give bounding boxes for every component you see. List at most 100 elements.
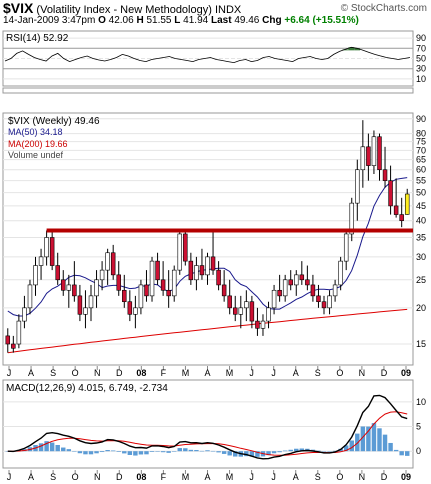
x-tick-label: J	[249, 368, 254, 378]
candle-body	[355, 169, 360, 204]
macd-histogram-bar	[49, 442, 55, 452]
candle-body	[310, 284, 316, 297]
macd-line	[7, 394, 408, 460]
macd-histogram-bar	[122, 451, 127, 454]
macd-histogram-bar	[171, 451, 177, 452]
volume-legend: Volume undef	[8, 150, 64, 160]
candle-body	[105, 252, 110, 271]
price-tick-label: 65	[416, 155, 426, 165]
macd-histogram-bar	[94, 451, 99, 454]
macd-histogram-bar	[210, 450, 216, 452]
candle-body	[49, 237, 55, 266]
rsi-line	[4, 46, 411, 64]
x-tick-label: J	[7, 472, 12, 482]
macd-histogram-bar	[188, 449, 194, 452]
macd-histogram-bar	[116, 451, 121, 452]
candle-body	[327, 295, 332, 309]
last-value: 49.46	[234, 15, 260, 26]
candle-body	[171, 269, 177, 297]
candle-body	[338, 260, 343, 286]
macd-histogram-bar	[366, 426, 371, 452]
rsi-tick-label: 50	[416, 54, 426, 64]
price-tick-label: 75	[416, 137, 426, 147]
candle-body	[277, 289, 282, 297]
candle-body	[232, 307, 238, 315]
macd-histogram-bar	[216, 451, 221, 453]
candle-body	[72, 284, 77, 297]
candle-body	[22, 307, 27, 322]
candle-body	[305, 279, 310, 286]
exchange: INDX	[214, 4, 242, 16]
candle-body	[299, 274, 305, 281]
candle-body	[27, 284, 33, 309]
x-tick-label: S	[315, 368, 321, 378]
candle-body	[177, 233, 183, 271]
chart-header: $VIX (Volatility Index - New Methodology…	[3, 0, 241, 16]
candle-body	[271, 289, 277, 309]
macd-histogram-bar	[205, 450, 210, 452]
x-tick-label: J	[271, 472, 276, 482]
candle-body	[83, 307, 88, 315]
macd-histogram-bar	[221, 451, 227, 454]
macd-histogram-bar	[44, 441, 49, 452]
candle-body	[194, 265, 199, 281]
candle-body	[360, 146, 366, 171]
macd-histogram-bar	[144, 451, 149, 455]
macd-histogram-bar	[288, 449, 293, 452]
macd-histogram-bar	[332, 450, 338, 452]
candle-body	[183, 233, 188, 262]
macd-histogram-bar	[266, 451, 271, 456]
high-value: 51.55	[146, 15, 172, 26]
x-tick-label: D	[381, 368, 388, 378]
x-tick-label: A	[28, 368, 34, 378]
symbol: $VIX	[3, 0, 34, 16]
macd-label: MACD(12,26,9) 4.015, 6.749, -2.734	[6, 383, 168, 394]
x-tick-label: M	[226, 368, 234, 378]
rsi-label: RSI(14) 52.92	[6, 33, 69, 44]
price-tick-label: 35	[416, 232, 426, 242]
open-value: 42.06	[108, 15, 134, 26]
x-tick-label: N	[94, 368, 101, 378]
candle-body	[238, 307, 244, 315]
x-tick-label: A	[28, 472, 34, 482]
macd-histogram-bar	[355, 433, 360, 452]
price-title: $VIX (Weekly) 49.46	[8, 116, 100, 127]
x-tick-label: 08	[136, 472, 146, 482]
macd-histogram-bar	[316, 450, 321, 452]
candle-body	[399, 214, 404, 222]
candle-body	[205, 256, 210, 276]
macd-histogram-bar	[99, 451, 105, 453]
price-tick-label: 20	[416, 303, 426, 313]
price-tick-label: 60	[416, 165, 426, 175]
candle-body	[260, 320, 266, 329]
candle-body	[227, 295, 232, 309]
x-tick-label: A	[204, 368, 210, 378]
macd-histogram-bar	[55, 444, 60, 452]
macd-histogram-bar	[382, 434, 388, 452]
candle-body	[316, 295, 321, 303]
candle-body	[99, 269, 105, 281]
macd-histogram-bar	[66, 449, 72, 452]
macd-histogram-bar	[277, 451, 282, 453]
candle-body	[127, 301, 133, 315]
brand-logo[interactable]: © StockCharts.com	[340, 3, 427, 14]
candle-body	[16, 320, 22, 345]
candle-body	[166, 289, 171, 297]
x-tick-label: A	[293, 368, 299, 378]
macd-histogram-bar	[271, 451, 277, 454]
candle-body	[188, 260, 194, 281]
candle-body	[199, 265, 205, 276]
quote-line: 14-Jan-2009 3:47pm O 42.06 H 51.55 L 41.…	[3, 15, 359, 26]
candle-body	[144, 284, 149, 297]
candle-body	[133, 307, 138, 315]
macd-histogram-bar	[199, 450, 205, 452]
macd-histogram-bar	[405, 451, 410, 456]
change-value: +6.64 (+15.51%)	[284, 15, 359, 26]
x-tick-label: A	[293, 472, 299, 482]
x-tick-label: N	[94, 472, 101, 482]
macd-histogram-bar	[110, 450, 116, 452]
macd-histogram-bar	[194, 450, 199, 452]
macd-histogram-bar	[177, 448, 182, 452]
